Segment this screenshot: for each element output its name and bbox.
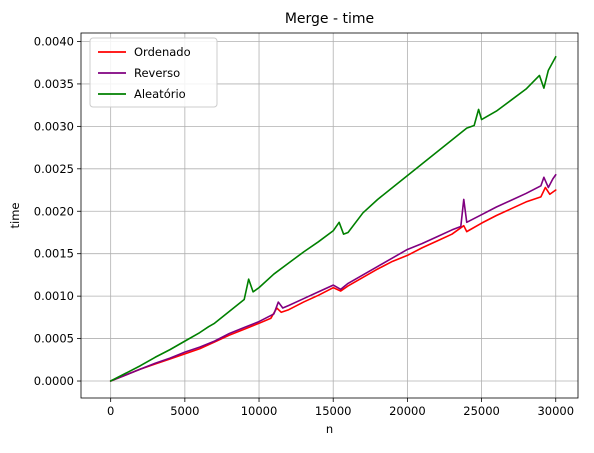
series-line-ordenado: [109, 186, 557, 382]
series-lines: [109, 55, 557, 382]
legend-label: Reverso: [134, 66, 180, 80]
y-tick-label: 0.0010: [34, 289, 74, 303]
y-tick-label: 0.0000: [34, 374, 74, 388]
x-tick-label: 25000: [463, 404, 500, 418]
x-tick-label: 5000: [170, 404, 199, 418]
legend-label: Ordenado: [134, 45, 191, 59]
x-tick-label: 20000: [389, 404, 426, 418]
y-tick-label: 0.0035: [34, 77, 74, 91]
y-tick-label: 0.0025: [34, 162, 74, 176]
y-tick-label: 0.0005: [34, 332, 74, 346]
x-tick-label: 15000: [315, 404, 352, 418]
y-tick-label: 0.0030: [34, 119, 74, 133]
x-axis-label: n: [326, 422, 333, 436]
legend-label: Aleatório: [134, 87, 186, 101]
y-axis-label: time: [8, 203, 22, 229]
y-tick-label: 0.0015: [34, 247, 74, 261]
series-line-reverso: [109, 173, 557, 382]
chart-title: Merge - time: [285, 11, 374, 27]
x-tick-label: 0: [107, 404, 114, 418]
axis-ticks: 0 5000 10000 15000 20000 25000 30000 0.0000 0.00…: [34, 34, 574, 418]
legend-box: [89, 37, 218, 108]
y-tick-label: 0.0040: [34, 34, 74, 48]
series-line-aleatorio: [109, 55, 557, 382]
x-tick-label: 30000: [537, 404, 574, 418]
plot-frame: [80, 32, 579, 399]
legend: Ordenado Reverso Aleatório: [89, 37, 218, 108]
x-tick-label: 10000: [241, 404, 278, 418]
y-tick-label: 0.0020: [34, 204, 74, 218]
